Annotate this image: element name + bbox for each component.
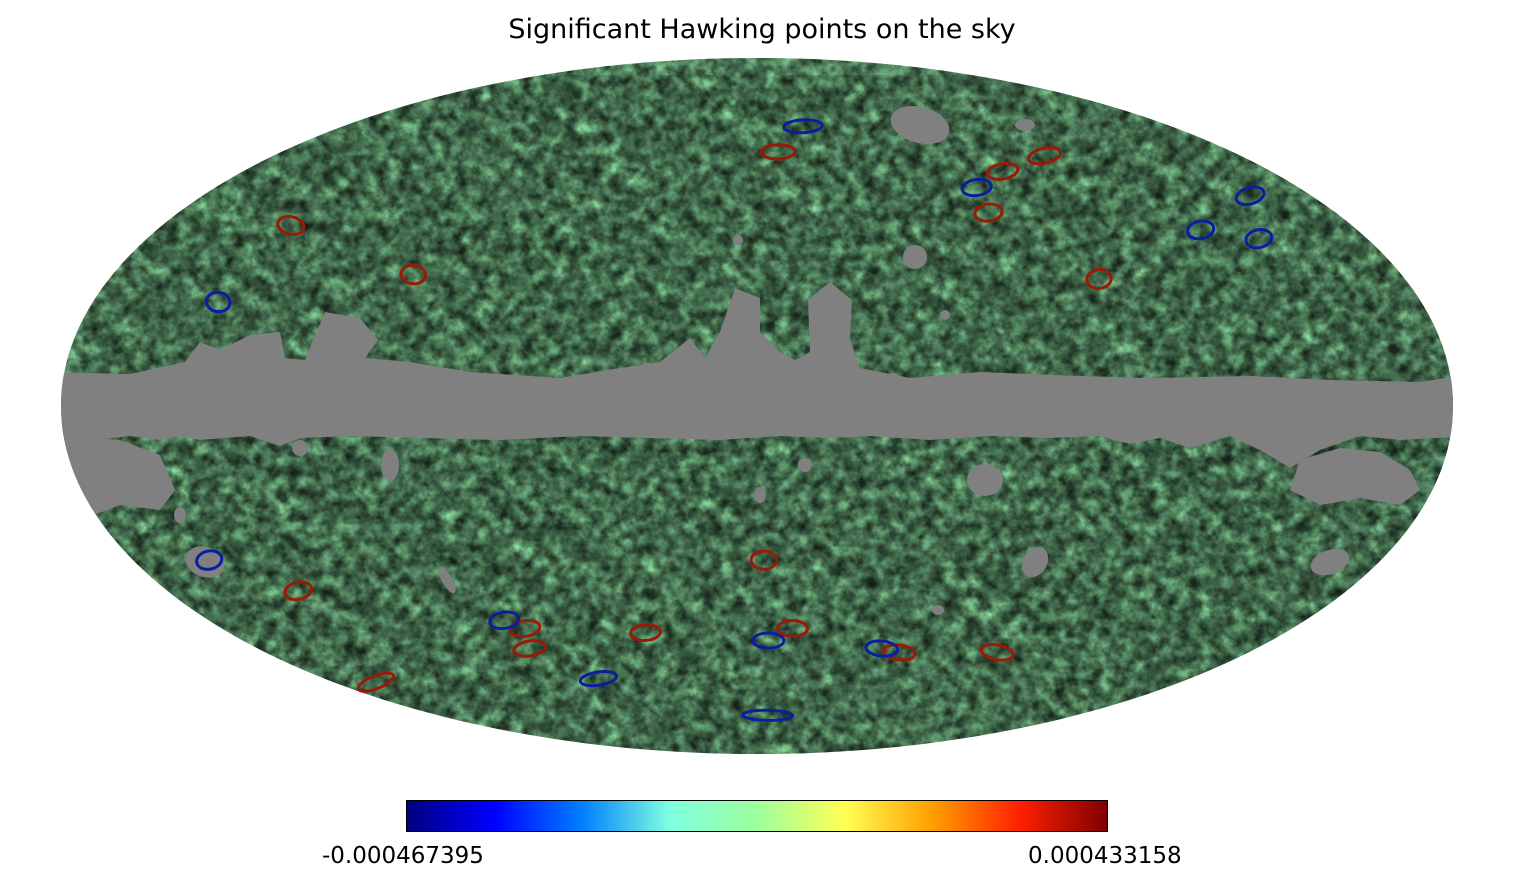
map-title: Significant Hawking points on the sky — [508, 14, 1016, 45]
hawking-point-ring — [195, 549, 224, 571]
hawking-point-ring — [751, 631, 786, 650]
hawking-point-ring — [356, 671, 395, 693]
hawking-point-ring — [204, 290, 232, 314]
hawking-point-ring — [578, 670, 619, 688]
hawking-point-ring — [512, 639, 547, 658]
hawking-point-ring — [1234, 185, 1266, 207]
hawking-point-ring — [864, 639, 900, 658]
colorbar-max-label: 0.000433158 — [1028, 843, 1182, 869]
hawking-point-ring — [488, 610, 521, 631]
hawking-point-rings — [195, 118, 1274, 722]
hawking-point-ring — [1026, 146, 1063, 166]
hawking-point-ring — [881, 643, 917, 662]
hawking-point-ring — [776, 619, 809, 638]
hawking-point-ring — [759, 143, 797, 161]
hawking-point-ring — [399, 263, 428, 286]
colorbar — [406, 800, 1108, 832]
galactic-mask — [61, 105, 1453, 615]
hawking-point-ring — [1085, 268, 1113, 290]
hawking-point-ring — [985, 161, 1020, 181]
hawking-point-ring — [1244, 228, 1274, 250]
hawking-point-ring — [749, 549, 779, 571]
hawking-point-ring — [276, 215, 306, 236]
hawking-point-ring — [979, 643, 1015, 662]
mollweide-sky-map — [61, 58, 1453, 754]
colorbar-min-label: -0.000467395 — [322, 843, 484, 869]
hawking-point-ring — [283, 580, 314, 602]
hawking-point-ring — [960, 177, 993, 198]
hawking-point-ring — [508, 618, 542, 639]
hawking-point-ring — [782, 118, 824, 135]
hawking-point-ring — [741, 708, 794, 722]
hawking-point-ring — [1186, 219, 1216, 241]
hawking-point-ring — [973, 202, 1004, 223]
hawking-point-ring — [629, 623, 662, 642]
